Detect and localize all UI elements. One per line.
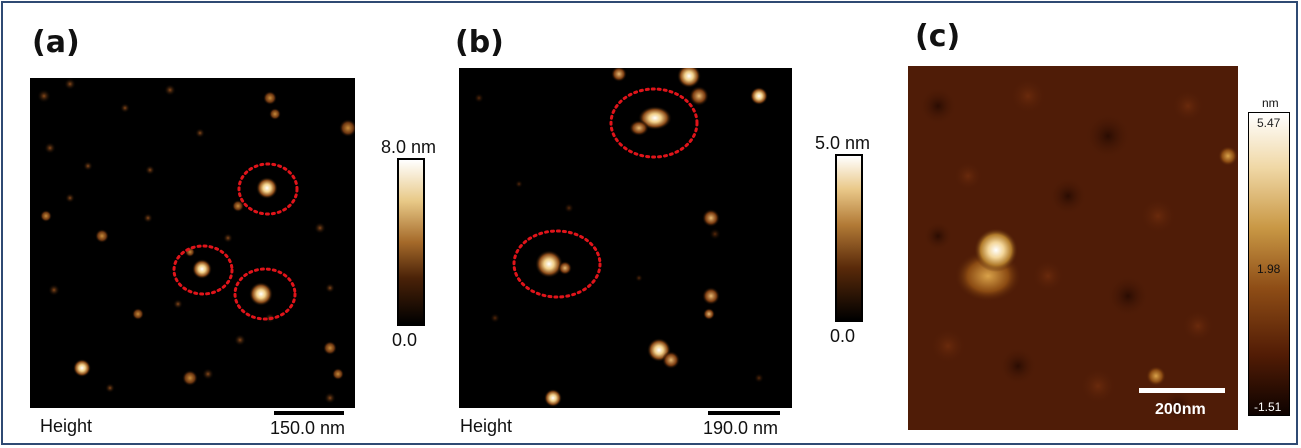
- colorbar-a-min: 0.0: [392, 330, 418, 350]
- colorbar-c-max: 5.47: [1257, 116, 1281, 130]
- panel-c-scale-bar: [1139, 388, 1225, 393]
- colorbar-b: [835, 154, 863, 322]
- colorbar-c-unit: nm: [1262, 96, 1279, 110]
- colorbar-c-mid: 1.98: [1257, 262, 1281, 276]
- highlight-circles-b: [512, 87, 699, 299]
- afm-image-c: [908, 66, 1238, 430]
- bright-particle-c: [954, 228, 1022, 302]
- bright-particles-a: [192, 177, 278, 306]
- panel-c-scale-label: 200nm: [1155, 401, 1206, 418]
- panel-c-label: (c): [915, 19, 961, 54]
- colorbar-a-max: 8.0 nm: [381, 137, 437, 157]
- panel-a-scale-bar: [274, 411, 344, 415]
- panel-b-scale-bar: [708, 411, 780, 415]
- panel-b-scale-label: 190.0 nm: [703, 418, 779, 438]
- colorbar-b-min: 0.0: [830, 326, 856, 346]
- panel-b-label: (b): [455, 25, 504, 60]
- panel-b-footer-label: Height: [460, 416, 513, 436]
- panel-a-footer-label: Height: [40, 416, 93, 436]
- highlight-circles-a: [172, 162, 299, 321]
- surface-texture-c: [920, 76, 1238, 422]
- colorbar-c-min: -1.51: [1254, 400, 1282, 414]
- background-speckles-b: [474, 68, 768, 407]
- colorbar-c: [1248, 112, 1290, 416]
- background-speckles-a: [37, 78, 355, 404]
- panel-a-label: (a): [32, 25, 80, 60]
- colorbar-b-max: 5.0 nm: [815, 133, 871, 153]
- colorbar-a: [397, 158, 425, 326]
- afm-image-a: [30, 78, 355, 408]
- bright-particles-b: [535, 106, 672, 278]
- afm-image-b: [459, 68, 792, 408]
- panel-a-scale-label: 150.0 nm: [270, 418, 346, 438]
